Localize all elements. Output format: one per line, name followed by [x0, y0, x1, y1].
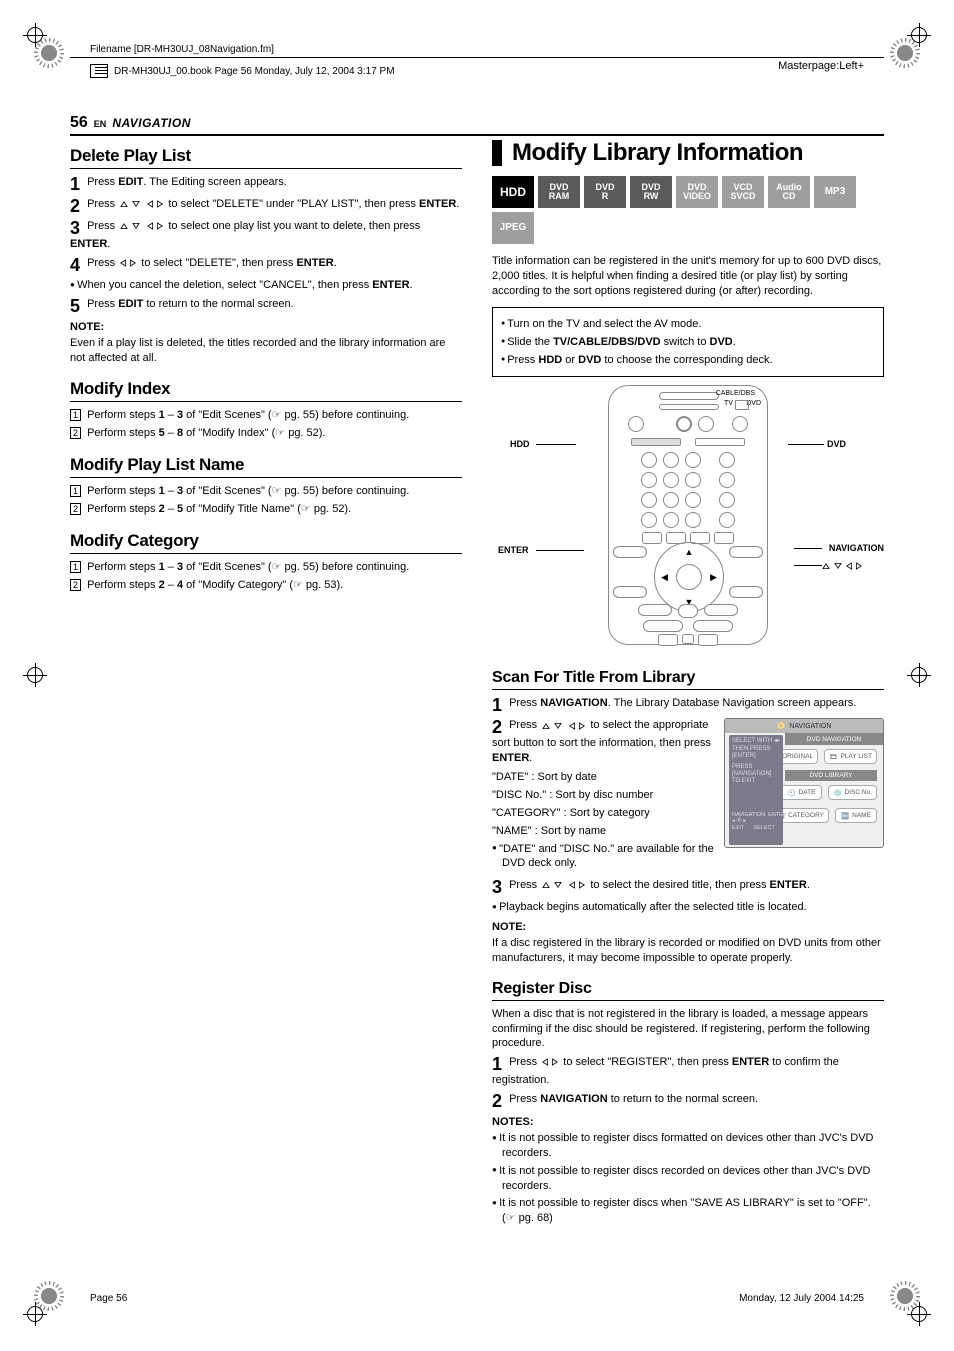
section-title: NAVIGATION	[112, 116, 191, 130]
crop-mark	[23, 23, 47, 47]
crop-mark	[907, 23, 931, 47]
crop-mark	[907, 663, 931, 687]
step-1: 1 Press EDIT. The Editing screen appears…	[70, 175, 462, 193]
notes-heading: NOTES:	[492, 1116, 884, 1128]
heading-modify-category: Modify Category	[70, 531, 462, 551]
crop-mark	[23, 1302, 47, 1326]
step-2: 2 Press to select "DELETE" under "PLAY L…	[70, 197, 462, 215]
step-4: 4 Press to select "DELETE", then press E…	[70, 256, 462, 274]
line: 2 Perform steps 5 – 8 of "Modify Index" …	[70, 426, 462, 441]
bullet: When you cancel the deletion, select "CA…	[70, 278, 462, 293]
label-hdd: HDD	[510, 439, 530, 449]
step-5: 5 Press EDIT to return to the normal scr…	[70, 297, 462, 315]
intro-text: When a disc that is not registered in th…	[492, 1007, 884, 1052]
format-badge: DVDR	[584, 176, 626, 208]
footer-right: Monday, 12 July 2004 14:25	[739, 1293, 864, 1304]
lang-code: EN	[94, 119, 107, 129]
format-badge: VCDSVCD	[722, 176, 764, 208]
intro-text: Title information can be registered in t…	[492, 254, 884, 299]
step-3: 3 Press to select one play list you want…	[70, 219, 462, 252]
navigation-screen-figure: 📀NAVIGATION SELECT WITH ◂▸THEN PRESS [EN…	[724, 718, 884, 848]
bullet: It is not possible to register discs for…	[492, 1131, 884, 1161]
line: 1 Perform steps 1 – 3 of "Edit Scenes" (…	[70, 408, 462, 423]
arrow-glyphs	[820, 559, 864, 571]
note-heading: NOTE:	[492, 921, 884, 933]
page-header: 56 EN NAVIGATION	[70, 114, 884, 132]
format-badges: HDDDVDRAMDVDRDVDRWDVDVIDEOVCDSVCDAudioCD…	[492, 176, 884, 244]
bullet: It is not possible to register discs rec…	[492, 1164, 884, 1194]
divider	[70, 168, 462, 169]
book-line-text: DR-MH30UJ_00.book Page 56 Monday, July 1…	[114, 66, 395, 77]
footer-left: Page 56	[90, 1293, 127, 1304]
divider	[70, 401, 462, 402]
preparation-box: Turn on the TV and select the AV mode. S…	[492, 307, 884, 378]
step-2: 2 Press NAVIGATION to return to the norm…	[492, 1092, 884, 1110]
nav-ring: ▲ ▼ ◀ ▶	[654, 542, 724, 612]
label-enter: ENTER	[498, 545, 529, 555]
step-1: 1 Press NAVIGATION. The Library Database…	[492, 696, 884, 714]
heading-scan-title: Scan For Title From Library	[492, 669, 884, 687]
right-column: Modify Library Information HDDDVDRAMDVDR…	[492, 140, 884, 1229]
remote-diagram: CABLE/DBS TV DVD	[492, 385, 884, 655]
line: 2 Perform steps 2 – 4 of "Modify Categor…	[70, 578, 462, 593]
heading-delete-play-list: Delete Play List	[70, 146, 462, 166]
filename-label: Filename [DR-MH30UJ_08Navigation.fm]	[90, 44, 884, 55]
bullet: Turn on the TV and select the AV mode.	[501, 317, 875, 332]
divider	[492, 1000, 884, 1001]
label-dvd: DVD	[827, 439, 846, 449]
bullet: It is not possible to register discs whe…	[492, 1196, 884, 1226]
bullet: Press HDD or DVD to choose the correspon…	[501, 353, 875, 368]
book-line: DR-MH30UJ_00.book Page 56 Monday, July 1…	[90, 64, 884, 78]
remote-body: CABLE/DBS TV DVD	[608, 385, 768, 645]
format-badge: DVDRAM	[538, 176, 580, 208]
heading-register-disc: Register Disc	[492, 980, 884, 998]
note-body: Even if a play list is deleted, the titl…	[70, 336, 462, 366]
format-badge: DVDVIDEO	[676, 176, 718, 208]
divider	[70, 553, 462, 554]
format-badge: DVDRW	[630, 176, 672, 208]
footer: Page 56 Monday, 12 July 2004 14:25	[90, 1293, 864, 1304]
crop-mark	[907, 1302, 931, 1326]
content-columns: Delete Play List 1 Press EDIT. The Editi…	[70, 140, 884, 1229]
heading-modify-play-list-name: Modify Play List Name	[70, 455, 462, 475]
format-badge: AudioCD	[768, 176, 810, 208]
line: 1 Perform steps 1 – 3 of "Edit Scenes" (…	[70, 484, 462, 499]
format-badge: HDD	[492, 176, 534, 208]
format-badge: JPEG	[492, 212, 534, 244]
divider	[70, 57, 884, 58]
crop-mark	[23, 663, 47, 687]
line: 1 Perform steps 1 – 3 of "Edit Scenes" (…	[70, 560, 462, 575]
page-number: 56	[70, 114, 88, 132]
page: Filename [DR-MH30UJ_08Navigation.fm] DR-…	[0, 0, 954, 1349]
label-navigation: NAVIGATION	[829, 543, 884, 553]
format-badge: MP3	[814, 176, 856, 208]
book-icon	[90, 64, 108, 78]
bullet: Playback begins automatically after the …	[492, 900, 884, 915]
line: 2 Perform steps 2 – 5 of "Modify Title N…	[70, 502, 462, 517]
note-body: If a disc registered in the library is r…	[492, 936, 884, 966]
divider	[492, 689, 884, 690]
heading-modify-index: Modify Index	[70, 379, 462, 399]
divider	[70, 477, 462, 478]
left-column: Delete Play List 1 Press EDIT. The Editi…	[70, 140, 462, 1229]
note-heading: NOTE:	[70, 321, 462, 333]
step-3: 3 Press to select the desired title, the…	[492, 878, 884, 896]
heading-modify-library-information: Modify Library Information	[492, 140, 884, 166]
masterpage-label: Masterpage:Left+	[778, 60, 864, 72]
header-rule	[70, 134, 884, 136]
step-1: 1 Press to select "REGISTER", then press…	[492, 1055, 884, 1088]
bullet: Slide the TV/CABLE/DBS/DVD switch to DVD…	[501, 335, 875, 350]
